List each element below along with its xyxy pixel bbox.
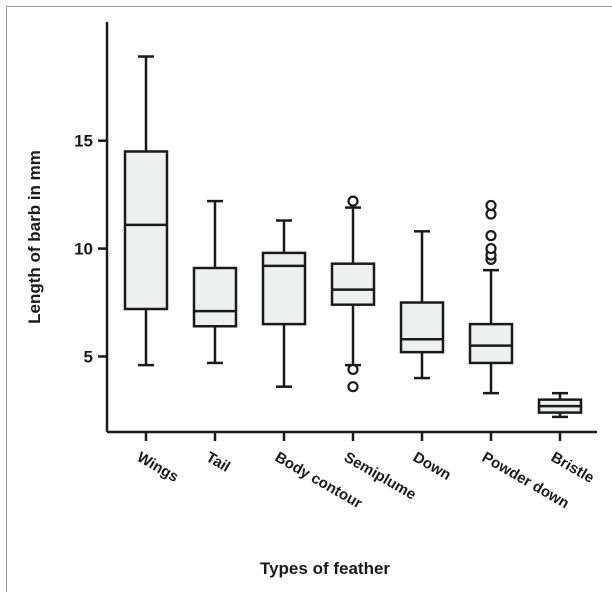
box-powder-down [468, 199, 514, 395]
box-tail [192, 199, 238, 365]
x-tick-label: Bristle [548, 449, 597, 487]
box-wings [123, 55, 169, 367]
x-tick-label: Wings [134, 449, 181, 486]
outlier-point [347, 381, 359, 393]
x-tick-label: Down [410, 449, 454, 484]
iqr-box [261, 251, 307, 326]
iqr-box [399, 301, 445, 354]
outlier-point [485, 199, 497, 212]
iqr-box [330, 262, 376, 306]
y-ticks: 5 10 15 [74, 132, 107, 366]
iqr-box [192, 266, 238, 328]
iqr-box [123, 150, 169, 311]
box-semiplume [330, 195, 376, 393]
box-bristle [537, 391, 583, 419]
y-axis-title: Length of barb in mm [25, 150, 44, 324]
outlier-point [485, 230, 497, 242]
iqr-box [468, 322, 514, 365]
y-tick-label: 10 [74, 240, 93, 259]
outlier-point [485, 242, 497, 255]
boxes [123, 55, 583, 419]
y-tick-label: 5 [84, 347, 93, 366]
x-ticks [144, 432, 562, 441]
outlier-point [347, 195, 359, 207]
y-tick-label: 15 [74, 132, 93, 151]
x-axis-title: Types of feather [260, 559, 390, 578]
figure-frame [6, 6, 612, 592]
box-body-contour [261, 219, 307, 388]
box-down [399, 230, 445, 380]
outlier-point [347, 363, 359, 376]
x-tick-label: Tail [203, 449, 233, 476]
